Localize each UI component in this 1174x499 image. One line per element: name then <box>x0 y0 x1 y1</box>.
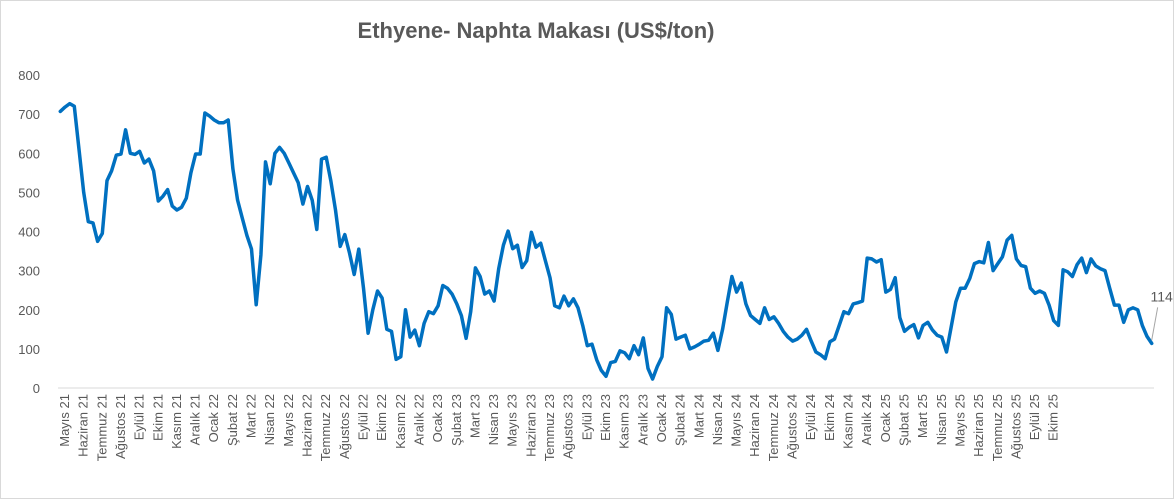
x-tick-label: Temmuz 21 <box>94 394 109 461</box>
x-tick-label: Ekim 22 <box>374 394 389 441</box>
x-tick-label: Ekim 23 <box>598 394 613 441</box>
x-tick-label: Aralık 21 <box>188 394 203 445</box>
x-tick-label: Ekim 25 <box>1046 394 1061 441</box>
x-tick-label: Kasım 24 <box>841 394 856 449</box>
x-tick-label: Eylül 24 <box>803 394 818 440</box>
x-tick-label: Mart 24 <box>691 394 706 438</box>
x-tick-label: Şubat 23 <box>449 394 464 446</box>
x-tick-label: Kasım 21 <box>169 394 184 449</box>
x-axis: Mayıs 21 Haziran 21 Temmuz 21 Ağustos 21 Eyl… <box>57 394 1061 461</box>
x-tick-label: Ocak 22 <box>206 394 221 442</box>
x-tick-label: Mayıs 21 <box>57 394 72 447</box>
series-line <box>58 101 1154 381</box>
x-tick-label: Mayıs 22 <box>281 394 296 447</box>
y-tick-label: 0 <box>33 381 40 396</box>
x-tick-label: Şubat 25 <box>896 394 911 446</box>
x-tick-label: Nisan 25 <box>934 394 949 445</box>
x-tick-label: Mayıs 24 <box>729 394 744 447</box>
chart-title: Ethyene- Naphta Makası (US$/ton) <box>357 18 715 43</box>
x-tick-label: Nisan 24 <box>710 394 725 445</box>
data-labels: 114 <box>1151 288 1174 341</box>
x-tick-label: Şubat 24 <box>673 394 688 446</box>
x-tick-label: Haziran 23 <box>523 394 538 457</box>
x-tick-label: Ekim 21 <box>150 394 165 441</box>
x-tick-label: Ocak 25 <box>878 394 893 442</box>
x-tick-label: Ağustos 25 <box>1008 394 1023 459</box>
x-tick-label: Ağustos 24 <box>785 394 800 459</box>
y-axis: 0 100 200 300 400 500 600 700 800 <box>18 68 40 396</box>
x-tick-label: Haziran 24 <box>747 394 762 457</box>
x-tick-label: Temmuz 24 <box>766 394 781 461</box>
x-tick-label: Eylül 25 <box>1027 394 1042 440</box>
y-tick-label: 500 <box>18 185 40 200</box>
y-tick-label: 200 <box>18 303 40 318</box>
x-tick-label: Aralık 24 <box>859 394 874 445</box>
x-tick-label: Mayıs 25 <box>952 394 967 447</box>
x-tick-label: Ağustos 23 <box>561 394 576 459</box>
x-tick-label: Haziran 21 <box>76 394 91 457</box>
y-tick-label: 700 <box>18 107 40 122</box>
data-label: 114 <box>1151 288 1174 304</box>
x-tick-label: Mayıs 23 <box>505 394 520 447</box>
x-tick-label: Ağustos 22 <box>337 394 352 459</box>
x-tick-label: Ocak 23 <box>430 394 445 442</box>
y-tick-label: 400 <box>18 225 40 240</box>
x-tick-label: Ağustos 21 <box>113 394 128 459</box>
x-tick-label: Nisan 23 <box>486 394 501 445</box>
x-tick-label: Mart 22 <box>244 394 259 438</box>
data-label-leader-line <box>1151 307 1159 341</box>
x-tick-label: Eylül 23 <box>579 394 594 440</box>
x-tick-label: Ocak 24 <box>654 394 669 442</box>
x-tick-label: Kasım 23 <box>617 394 632 449</box>
x-tick-label: Mart 25 <box>915 394 930 438</box>
x-tick-label: Temmuz 23 <box>542 394 557 461</box>
x-tick-label: Şubat 22 <box>225 394 240 446</box>
x-tick-label: Haziran 22 <box>300 394 315 457</box>
x-tick-label: Mart 23 <box>467 394 482 438</box>
x-tick-label: Aralık 23 <box>635 394 650 445</box>
x-tick-label: Temmuz 22 <box>318 394 333 461</box>
x-tick-label: Aralık 22 <box>411 394 426 445</box>
x-tick-label: Nisan 22 <box>262 394 277 445</box>
x-tick-label: Eylül 22 <box>355 394 370 440</box>
y-tick-label: 600 <box>18 146 40 161</box>
x-tick-label: Ekim 24 <box>822 394 837 441</box>
y-tick-label: 100 <box>18 342 40 357</box>
x-tick-label: Kasım 22 <box>393 394 408 449</box>
y-tick-label: 300 <box>18 264 40 279</box>
x-tick-label: Haziran 25 <box>971 394 986 457</box>
x-tick-label: Temmuz 25 <box>990 394 1005 461</box>
y-tick-label: 800 <box>18 68 40 83</box>
x-tick-label: Eylül 21 <box>132 394 147 440</box>
